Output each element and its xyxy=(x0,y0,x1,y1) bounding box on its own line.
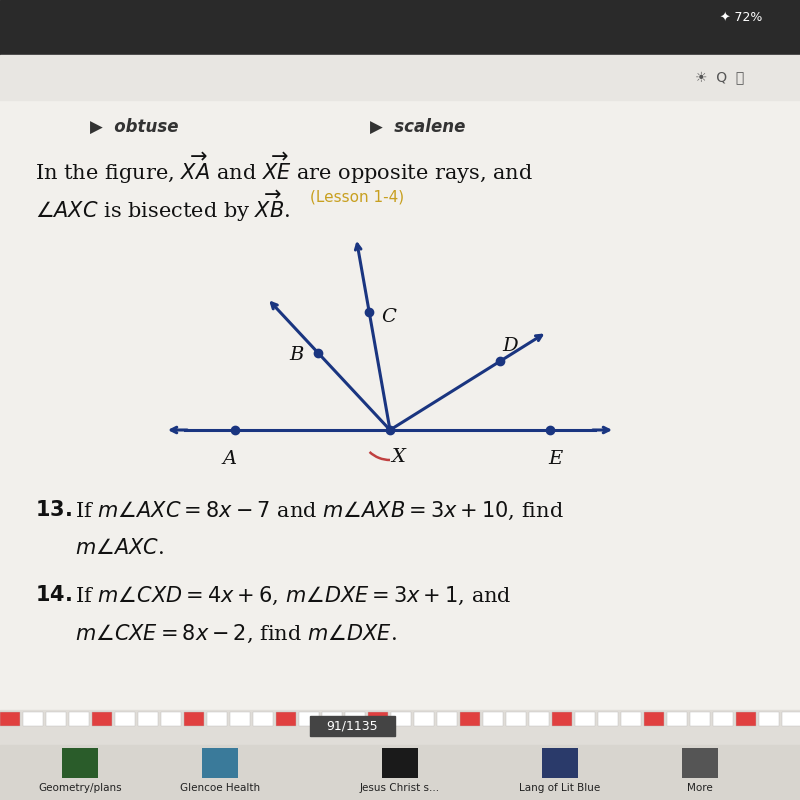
Bar xyxy=(713,712,733,726)
Text: In the figure, $\overrightarrow{XA}$ and $\overrightarrow{XE}$ are opposite rays: In the figure, $\overrightarrow{XA}$ and… xyxy=(35,150,533,186)
Bar xyxy=(230,712,250,726)
Text: C: C xyxy=(382,308,397,326)
Bar xyxy=(736,712,756,726)
Text: $\angle AXC$ is bisected by $\overrightarrow{XB}$.: $\angle AXC$ is bisected by $\overrighta… xyxy=(35,188,290,224)
Bar xyxy=(667,712,687,726)
Text: $\mathbf{14.}$: $\mathbf{14.}$ xyxy=(35,585,72,605)
Bar xyxy=(0,712,20,726)
Bar xyxy=(391,712,411,726)
Bar xyxy=(207,712,227,726)
Bar xyxy=(322,712,342,726)
Bar xyxy=(682,748,718,778)
Text: ☀  Q  🔖: ☀ Q 🔖 xyxy=(695,71,744,85)
Bar xyxy=(506,712,526,726)
Bar xyxy=(345,712,365,726)
Bar xyxy=(598,712,618,726)
Text: Lang of Lit Blue: Lang of Lit Blue xyxy=(519,783,601,793)
Bar xyxy=(138,712,158,726)
Bar xyxy=(414,712,434,726)
Bar xyxy=(759,712,779,726)
Text: E: E xyxy=(548,450,562,468)
Text: $m\angle AXC$.: $m\angle AXC$. xyxy=(75,538,164,558)
Bar xyxy=(368,712,388,726)
Bar xyxy=(161,712,181,726)
Bar xyxy=(23,712,43,726)
Text: Jesus Christ s...: Jesus Christ s... xyxy=(360,783,440,793)
Text: D: D xyxy=(502,337,518,355)
Bar xyxy=(299,712,319,726)
Text: If $m\angle AXC = 8x - 7$ and $m\angle AXB = 3x + 10$, find: If $m\angle AXC = 8x - 7$ and $m\angle A… xyxy=(75,500,564,522)
Bar xyxy=(69,712,89,726)
Text: ▶  obtuse: ▶ obtuse xyxy=(90,118,178,136)
Bar xyxy=(92,712,112,726)
Bar xyxy=(253,712,273,726)
Text: Geometry/plans: Geometry/plans xyxy=(38,783,122,793)
Bar xyxy=(529,712,549,726)
Text: ✦ 72%: ✦ 72% xyxy=(720,11,762,25)
Text: If $m\angle CXD = 4x + 6$, $m\angle DXE = 3x + 1$, and: If $m\angle CXD = 4x + 6$, $m\angle DXE … xyxy=(75,585,512,607)
Bar xyxy=(382,748,418,778)
Bar xyxy=(46,712,66,726)
Text: B: B xyxy=(290,346,303,364)
Text: $\mathbf{13.}$: $\mathbf{13.}$ xyxy=(35,500,72,520)
Text: Glencoe Health: Glencoe Health xyxy=(180,783,260,793)
Text: ▶  scalene: ▶ scalene xyxy=(370,118,466,136)
Bar xyxy=(62,748,98,778)
Bar xyxy=(782,712,800,726)
Bar xyxy=(115,712,135,726)
Bar xyxy=(644,712,664,726)
Bar xyxy=(0,745,800,800)
Bar xyxy=(276,712,296,726)
Bar xyxy=(202,748,238,778)
Bar xyxy=(690,712,710,726)
Bar xyxy=(542,748,578,778)
Bar xyxy=(621,712,641,726)
Bar xyxy=(0,0,800,55)
Bar xyxy=(575,712,595,726)
Bar xyxy=(552,712,572,726)
Text: X: X xyxy=(391,448,405,466)
Bar xyxy=(0,100,800,710)
Bar xyxy=(0,55,800,100)
Bar xyxy=(437,712,457,726)
Bar xyxy=(460,712,480,726)
Bar xyxy=(483,712,503,726)
Text: $m\angle CXE = 8x - 2$, find $m\angle DXE$.: $m\angle CXE = 8x - 2$, find $m\angle DX… xyxy=(75,623,397,645)
Bar xyxy=(310,716,395,736)
Text: A: A xyxy=(223,450,237,468)
Bar xyxy=(0,710,800,745)
Text: More: More xyxy=(687,783,713,793)
Text: (Lesson 1-4): (Lesson 1-4) xyxy=(310,190,404,205)
Text: 91/1135: 91/1135 xyxy=(326,719,378,733)
Bar xyxy=(184,712,204,726)
